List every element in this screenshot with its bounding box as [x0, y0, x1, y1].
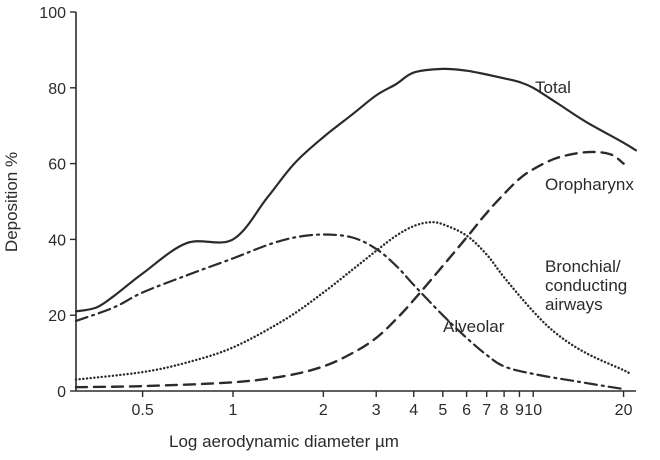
series-line-bronchial [74, 220, 632, 381]
x-axis: 0.5 1 2 3 4 5 6 7 8 9 10 20 [76, 390, 636, 419]
y-axis: 0 20 40 60 80 100 [39, 5, 77, 401]
series-line-oropharynx [74, 150, 625, 389]
x-tick-label: 7 [482, 402, 491, 419]
series-lines [74, 67, 638, 391]
series-line-alveolar [74, 233, 625, 391]
x-tick-label: 2 [319, 402, 328, 419]
x-tick-label: 5 [438, 402, 447, 419]
x-axis-label: Log aerodynamic diameter µm [169, 432, 399, 451]
label-total: Total [535, 78, 571, 97]
y-tick-label: 20 [48, 308, 66, 325]
series-labels: Total Oropharynx Bronchial/conducting airwa… [443, 78, 634, 336]
label-alveolar: Alveolar [443, 317, 505, 336]
y-tick-label: 100 [39, 5, 66, 22]
series-line-total [74, 67, 638, 313]
label-oropharynx: Oropharynx [545, 175, 634, 194]
y-tick-label: 80 [48, 81, 66, 98]
y-tick-label: 60 [48, 157, 66, 174]
label-bronchial: Bronchial/conducting airways [545, 257, 627, 314]
x-tick-label: 8 [500, 402, 509, 419]
x-tick-label: 20 [615, 402, 633, 419]
x-tick-label: 1 [229, 402, 238, 419]
x-tick-label: 0.5 [131, 402, 153, 419]
x-tick-label: 10 [524, 402, 542, 419]
x-tick-label: 9 [515, 402, 524, 419]
x-tick-label: 3 [372, 402, 381, 419]
y-axis-label: Deposition % [2, 152, 21, 252]
x-tick-label: 6 [462, 402, 471, 419]
y-tick-label: 40 [48, 232, 66, 249]
x-tick-label: 4 [409, 402, 418, 419]
y-tick-label: 0 [57, 384, 66, 401]
